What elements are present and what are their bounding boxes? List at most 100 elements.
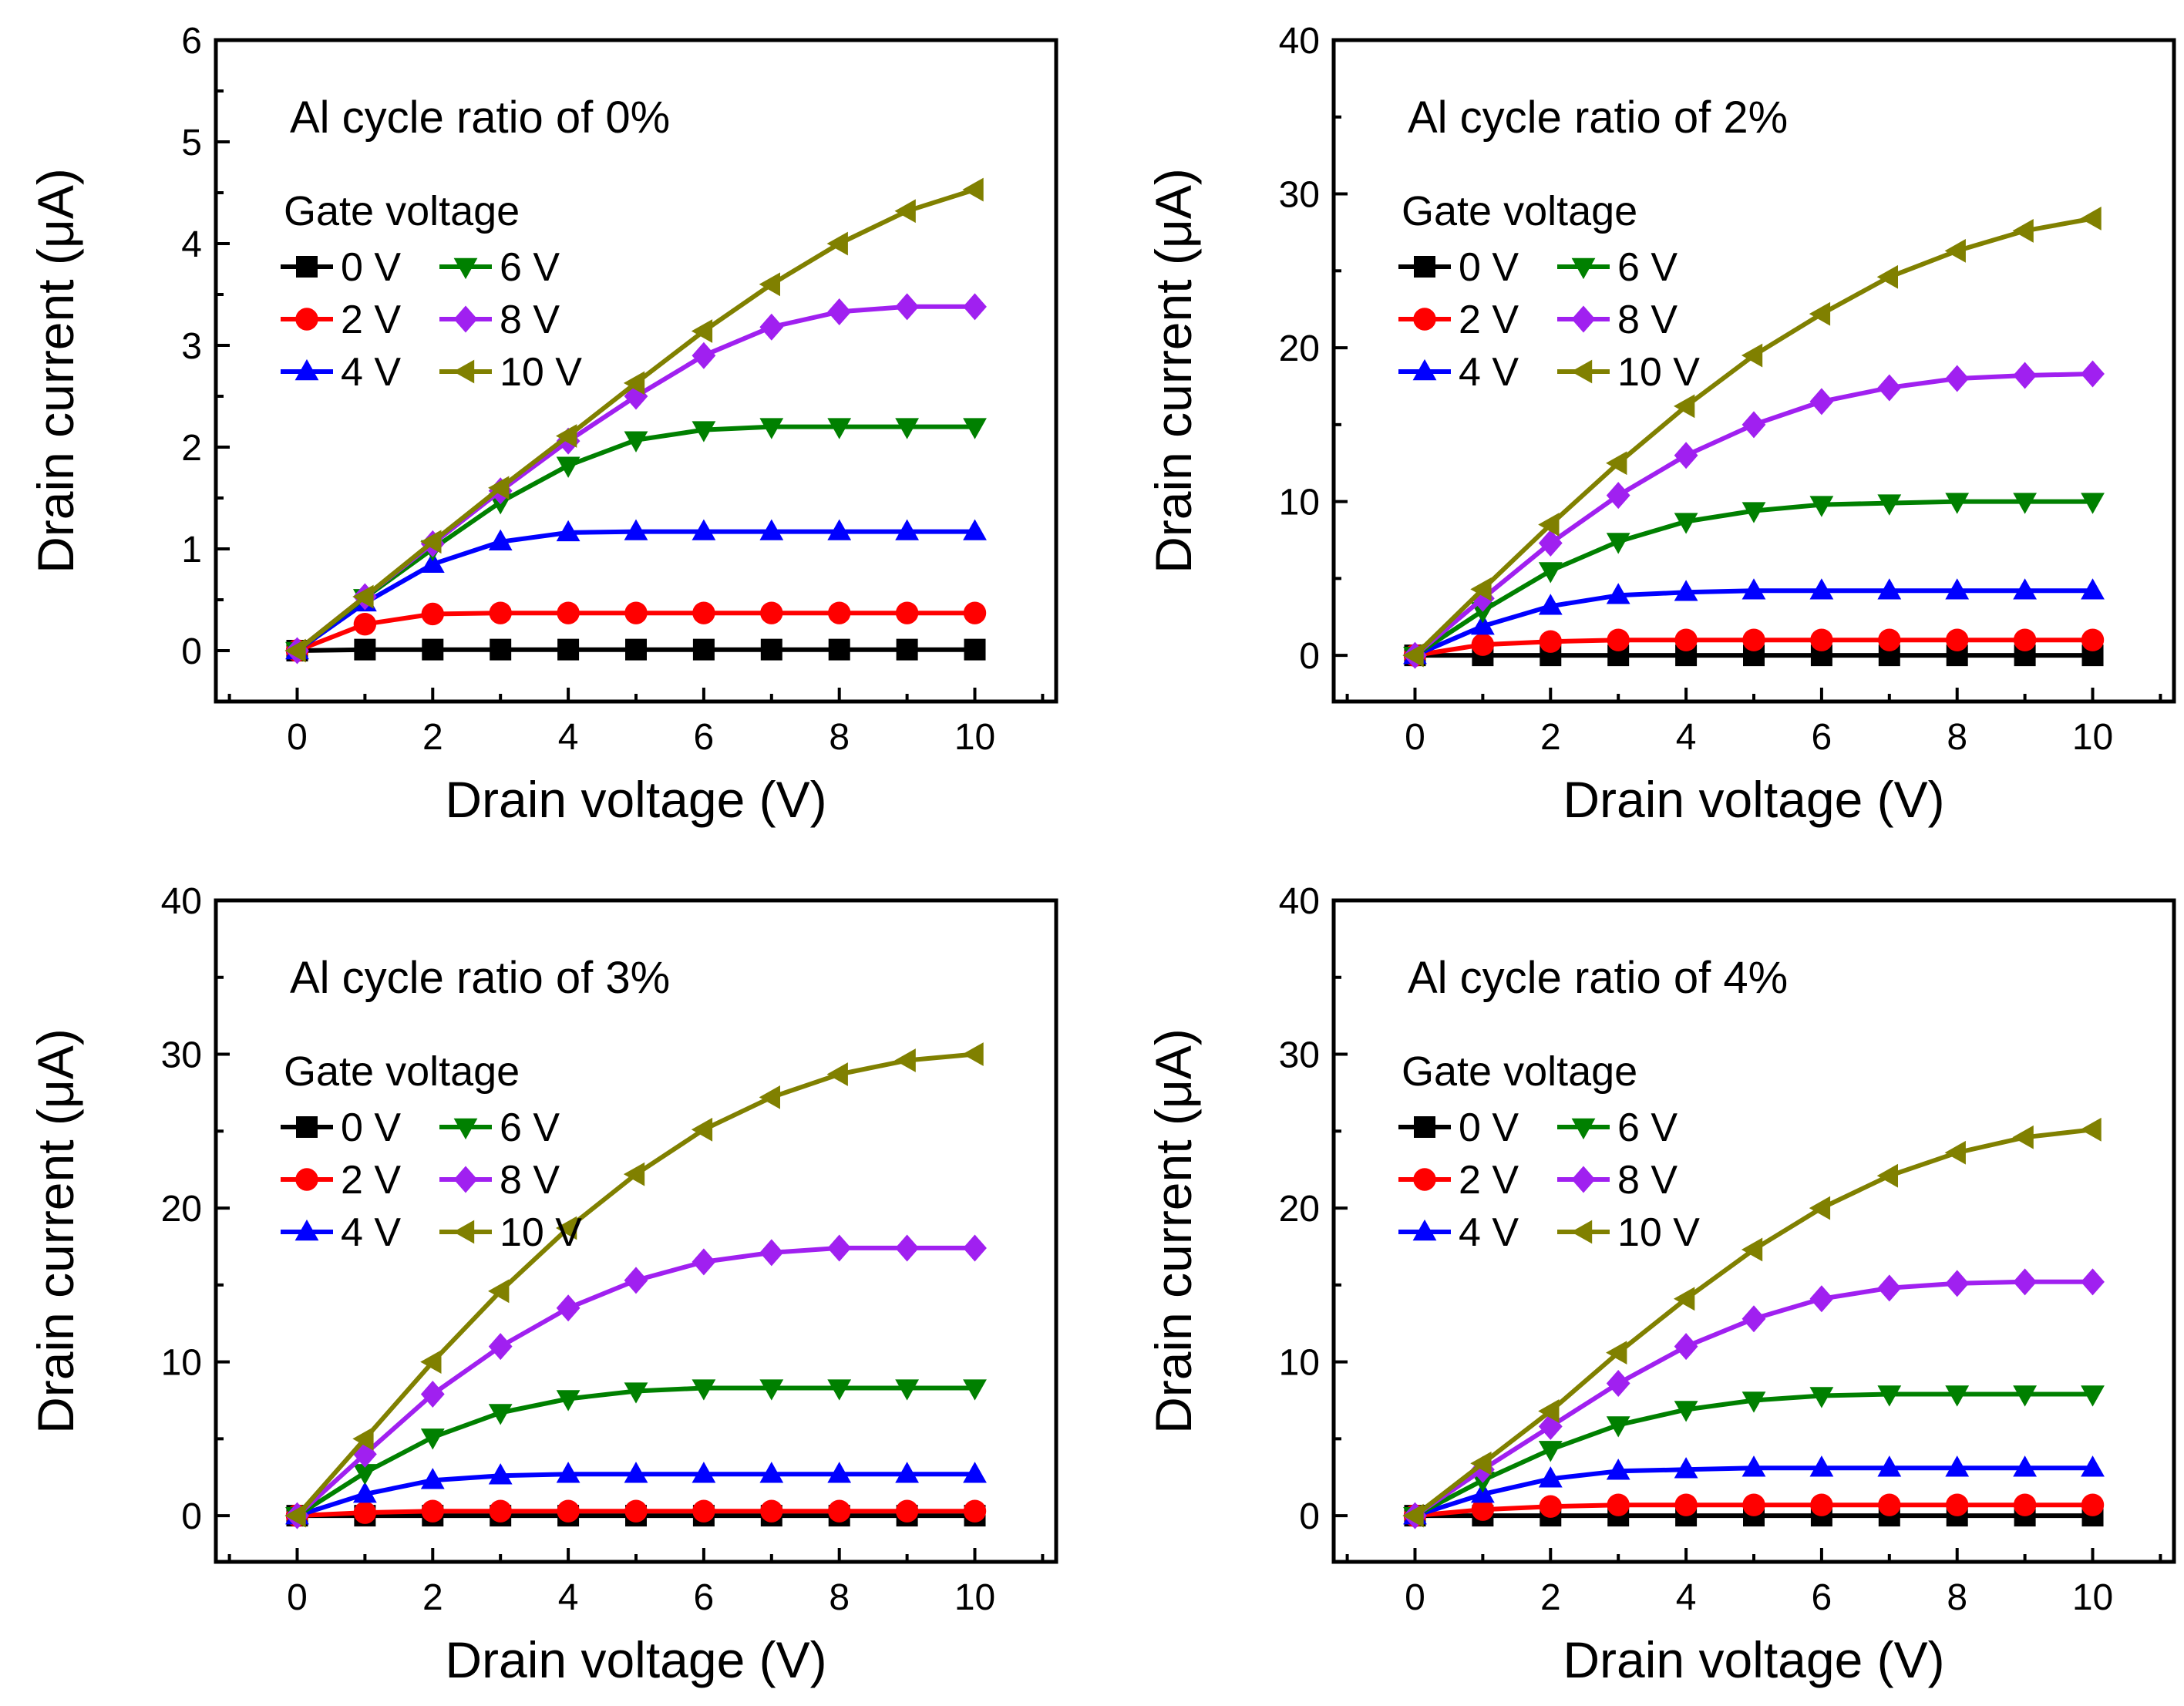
legend-item: 6 V [1557, 245, 1678, 290]
legend-label: 6 V [500, 1105, 560, 1150]
data-point [556, 520, 580, 542]
legend-item: 6 V [439, 245, 560, 290]
data-point [1743, 644, 1765, 667]
data-point [1877, 1455, 1902, 1477]
data-point [1402, 1503, 1424, 1528]
data-point [420, 1428, 445, 1450]
data-point [420, 530, 442, 554]
legend-label: 8 V [1617, 1158, 1678, 1203]
data-point [1809, 1455, 1834, 1477]
x-tick-label: 6 [694, 1577, 715, 1618]
data-point [1809, 301, 1831, 326]
data-point [963, 418, 987, 439]
data-point [2081, 628, 2105, 651]
data-point [963, 519, 987, 540]
data-point [1810, 1493, 1833, 1516]
data-point [692, 421, 716, 442]
legend-item: 0 V [1398, 1105, 1519, 1150]
legend-marker [1412, 1219, 1437, 1241]
data-point [896, 638, 918, 661]
data-point [1878, 628, 1901, 651]
legend-item: 2 V [281, 298, 401, 342]
data-point [826, 231, 848, 256]
data-point [1877, 1274, 1902, 1302]
data-point [1402, 643, 1424, 668]
legend-marker [1571, 257, 1596, 280]
legend-marker [1570, 359, 1593, 384]
y-tick-label: 4 [181, 224, 202, 265]
data-point [760, 638, 782, 661]
data-point [624, 519, 648, 540]
legend-marker [1413, 1168, 1436, 1191]
legend-marker [1571, 305, 1596, 333]
data-point [488, 1333, 513, 1361]
data-point [623, 371, 645, 395]
data-point [827, 298, 852, 325]
data-point [420, 1381, 445, 1408]
legend-label: 2 V [341, 1158, 401, 1203]
data-point [1606, 482, 1630, 510]
x-tick-label: 8 [829, 717, 850, 758]
legend-item: 10 V [439, 1210, 582, 1255]
data-point [1741, 1455, 1766, 1477]
data-point [488, 529, 513, 550]
y-tick-label: 40 [161, 881, 202, 922]
data-point [964, 638, 986, 661]
data-point [1606, 533, 1630, 554]
data-point [759, 272, 781, 297]
data-point [2080, 1117, 2102, 1142]
data-point [623, 1162, 645, 1186]
data-point [1674, 1493, 1698, 1516]
x-tick-label: 8 [1947, 1577, 1967, 1618]
data-point [1944, 238, 1966, 263]
x-tick-label: 10 [2072, 717, 2113, 758]
data-point [624, 431, 648, 453]
y-tick-label: 0 [1299, 1496, 1320, 1537]
data-point [895, 1234, 920, 1262]
data-point [1945, 1385, 1970, 1407]
data-point [962, 1042, 984, 1066]
data-point [895, 418, 920, 439]
data-point [352, 1426, 374, 1451]
x-tick-label: 2 [1540, 1577, 1561, 1618]
data-point [1538, 594, 1563, 615]
y-tick-label: 10 [1279, 1343, 1320, 1384]
y-tick-label: 2 [181, 428, 202, 469]
data-point [624, 1462, 648, 1483]
data-point [692, 1462, 716, 1483]
data-point [1878, 1493, 1901, 1516]
data-point [555, 1216, 577, 1240]
data-point [556, 456, 580, 478]
legend-title: Gate voltage [284, 1048, 520, 1095]
data-point [1945, 365, 1970, 392]
y-tick-label: 10 [161, 1343, 202, 1384]
data-point [1946, 628, 1969, 651]
x-tick-label: 4 [558, 1577, 579, 1618]
data-point [489, 601, 512, 624]
data-point [2081, 1268, 2105, 1296]
data-point [1741, 1391, 1766, 1413]
chart-panel-3: 0 2 4 6 8 10 0 10 20 30 40 Drain voltage (V) Drain c… [27, 881, 1058, 1688]
legend-marker [1414, 1116, 1435, 1138]
data-point [1809, 388, 1834, 416]
data-point [624, 1382, 648, 1404]
data-point [488, 1404, 513, 1425]
data-point [692, 1499, 715, 1523]
data-point [2012, 1125, 2034, 1149]
legend-item: 6 V [439, 1105, 560, 1150]
y-tick-label: 30 [1279, 175, 1320, 216]
data-point [760, 601, 783, 624]
data-point [759, 418, 784, 439]
legend-item: 4 V [281, 1210, 401, 1255]
data-point [1809, 1196, 1831, 1220]
y-tick-label: 20 [161, 1189, 202, 1230]
data-point [1538, 1399, 1560, 1423]
legend-label: 8 V [1617, 298, 1678, 342]
legend-marker [453, 257, 478, 280]
data-point [1674, 1401, 1698, 1422]
chart-panel-2: 0 2 4 6 8 10 0 10 20 30 40 Drain voltage (V) Drain c… [1145, 21, 2176, 828]
series-line-4v [295, 529, 975, 653]
data-point [1810, 628, 1833, 651]
data-point [1741, 1237, 1763, 1262]
data-point [1470, 1451, 1492, 1476]
